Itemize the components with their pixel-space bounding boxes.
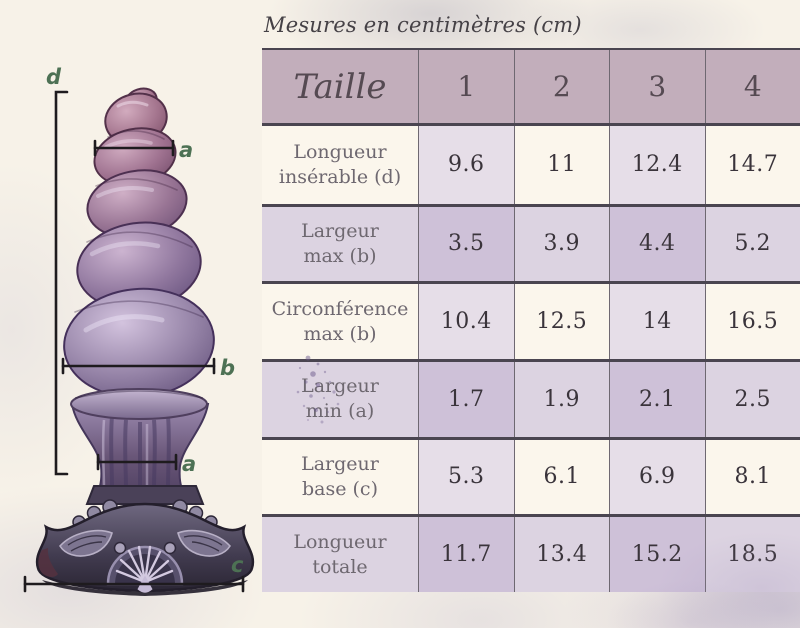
base-corner-patch: [38, 548, 58, 577]
scallop-shell: [115, 545, 174, 593]
measure-line-b: [61, 357, 216, 375]
measure-line-a-top: [93, 139, 175, 157]
base-pedestal: [35, 485, 255, 596]
value-cell: 1.9: [513, 361, 609, 437]
value-cell: 9.6: [418, 126, 514, 204]
value-cell: 12.5: [513, 284, 609, 359]
value-cell: 14: [609, 284, 705, 359]
row-label: Longueur totale: [262, 517, 418, 592]
table-title: Mesures en centimètres (cm): [264, 13, 582, 37]
value-cell: 1.7: [418, 361, 514, 437]
measure-bracket-d: [54, 90, 69, 476]
measure-label-a-neck: a: [182, 452, 196, 476]
header-size-4: 4: [704, 50, 800, 123]
value-cell: 5.3: [418, 439, 514, 515]
row-label: Circonférence max (b): [262, 284, 418, 359]
value-cell: 6.1: [513, 439, 609, 515]
value-cell: 18.5: [704, 517, 800, 592]
value-cell: 15.2: [609, 517, 705, 592]
measure-label-b: b: [220, 356, 235, 380]
collar-ridge: [70, 388, 208, 420]
row-label: Largeur base (c): [262, 439, 418, 515]
header-size-2: 2: [513, 50, 610, 123]
header-size-1: 1: [418, 50, 514, 123]
measurement-annotations: [23, 90, 245, 593]
value-cell: 3.5: [418, 206, 514, 282]
value-cell: 11: [513, 126, 609, 204]
value-cell: 14.7: [704, 126, 800, 204]
product-illustration: d a b a c: [23, 65, 255, 596]
value-cell: 12.4: [609, 126, 705, 204]
value-cell: 4.4: [609, 206, 705, 282]
value-cell: 8.1: [704, 439, 800, 515]
value-cell: 13.4: [513, 517, 609, 592]
spiral-body: [63, 87, 215, 399]
measure-label-c: c: [231, 553, 244, 577]
table-row: Largeur min (a) 1.7 1.9 2.1 2.5: [262, 358, 800, 437]
value-cell: 6.9: [609, 439, 705, 515]
measure-label-a-top: a: [179, 138, 193, 162]
table-row: Largeur max (b) 3.5 3.9 4.4 5.2: [262, 203, 800, 282]
row-label: Longueur insérable (d): [262, 126, 418, 204]
header-size-3: 3: [609, 50, 705, 123]
table-row: Longueur totale 11.7 13.4 15.2 18.5: [262, 514, 800, 592]
value-cell: 10.4: [418, 284, 514, 359]
table-row: Largeur base (c) 5.3 6.1 6.9 8.1: [262, 436, 800, 515]
value-cell: 11.7: [418, 517, 514, 592]
measurements-table: Taille 1 2 3 4 Longueur insérable (d) 9.…: [262, 48, 800, 592]
wing-ornament-right: [177, 529, 232, 557]
value-cell: 2.1: [609, 361, 705, 437]
row-label: Largeur min (a): [262, 361, 418, 437]
measure-line-a-neck: [96, 453, 178, 471]
measure-line-c: [23, 575, 245, 593]
table-row: Circonférence max (b) 10.4 12.5 14 16.5: [262, 281, 800, 359]
value-cell: 5.2: [704, 206, 800, 282]
table-header-row: Taille 1 2 3 4: [262, 48, 800, 126]
wing-ornament-left: [58, 529, 113, 557]
row-label: Largeur max (b): [262, 206, 418, 282]
value-cell: 16.5: [704, 284, 800, 359]
value-cell: 3.9: [513, 206, 609, 282]
table-row: Longueur insérable (d) 9.6 11 12.4 14.7: [262, 126, 800, 204]
value-cell: 2.5: [704, 361, 800, 437]
neck: [70, 388, 210, 501]
measure-label-d: d: [46, 65, 62, 89]
header-size-label: Taille: [293, 66, 387, 107]
